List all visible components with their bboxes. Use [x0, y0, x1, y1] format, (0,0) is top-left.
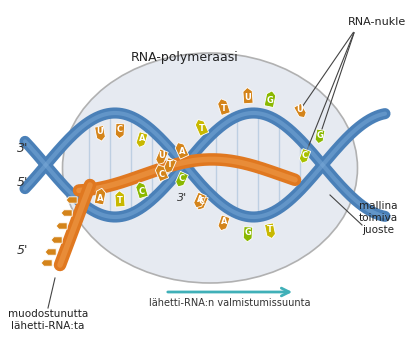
Text: T: T	[267, 225, 273, 234]
Text: C: C	[159, 170, 165, 179]
Text: C: C	[302, 151, 308, 160]
Text: RNA-nukleotideja: RNA-nukleotideja	[348, 17, 405, 27]
Ellipse shape	[62, 53, 358, 283]
Polygon shape	[218, 99, 230, 115]
Text: G: G	[245, 228, 252, 237]
Text: A: A	[97, 194, 103, 202]
Text: A: A	[179, 147, 185, 156]
Polygon shape	[264, 223, 275, 239]
Text: T: T	[221, 104, 227, 113]
Polygon shape	[136, 182, 148, 199]
Polygon shape	[115, 123, 125, 139]
Text: T: T	[167, 160, 173, 169]
Polygon shape	[264, 91, 276, 107]
Polygon shape	[156, 149, 168, 164]
Text: A: A	[197, 195, 203, 204]
Polygon shape	[243, 87, 253, 104]
Polygon shape	[218, 215, 230, 231]
Polygon shape	[95, 125, 105, 141]
Text: T: T	[117, 196, 123, 205]
Text: C: C	[117, 125, 123, 134]
Text: U: U	[97, 127, 103, 137]
Text: G: G	[317, 131, 324, 140]
Polygon shape	[196, 195, 208, 210]
Polygon shape	[176, 172, 188, 187]
Text: 3': 3'	[177, 193, 187, 203]
Polygon shape	[41, 260, 52, 266]
Polygon shape	[136, 132, 148, 147]
Text: RNA-polymeraasi: RNA-polymeraasi	[131, 52, 239, 64]
Polygon shape	[51, 237, 62, 243]
Text: U: U	[296, 105, 303, 115]
Text: T: T	[199, 124, 205, 133]
Text: 5': 5'	[17, 177, 28, 190]
Polygon shape	[61, 210, 72, 216]
Text: 5': 5'	[17, 243, 28, 257]
Text: G: G	[266, 96, 273, 105]
Text: C: C	[179, 174, 185, 183]
Polygon shape	[294, 103, 306, 118]
Polygon shape	[56, 223, 67, 229]
Polygon shape	[299, 148, 311, 163]
Text: A: A	[139, 134, 145, 143]
Polygon shape	[175, 143, 189, 159]
Polygon shape	[315, 129, 325, 143]
Text: U: U	[245, 93, 252, 102]
Polygon shape	[156, 165, 168, 182]
Polygon shape	[195, 120, 209, 136]
Text: U: U	[159, 152, 165, 160]
Polygon shape	[164, 158, 176, 173]
Text: lähetti-RNA:n valmistumissuunta: lähetti-RNA:n valmistumissuunta	[149, 298, 311, 308]
Text: muodostunutta
lähetti-RNA:ta: muodostunutta lähetti-RNA:ta	[8, 309, 88, 331]
Text: mallina
toimiva
juoste: mallina toimiva juoste	[358, 201, 398, 235]
Text: 3': 3'	[17, 141, 28, 155]
Polygon shape	[243, 226, 253, 242]
Polygon shape	[115, 191, 125, 207]
Text: C: C	[139, 187, 145, 196]
Polygon shape	[194, 192, 206, 208]
Polygon shape	[94, 188, 106, 205]
Text: C: C	[199, 197, 205, 206]
Polygon shape	[45, 249, 56, 255]
Text: A: A	[221, 217, 227, 226]
Polygon shape	[66, 197, 77, 203]
